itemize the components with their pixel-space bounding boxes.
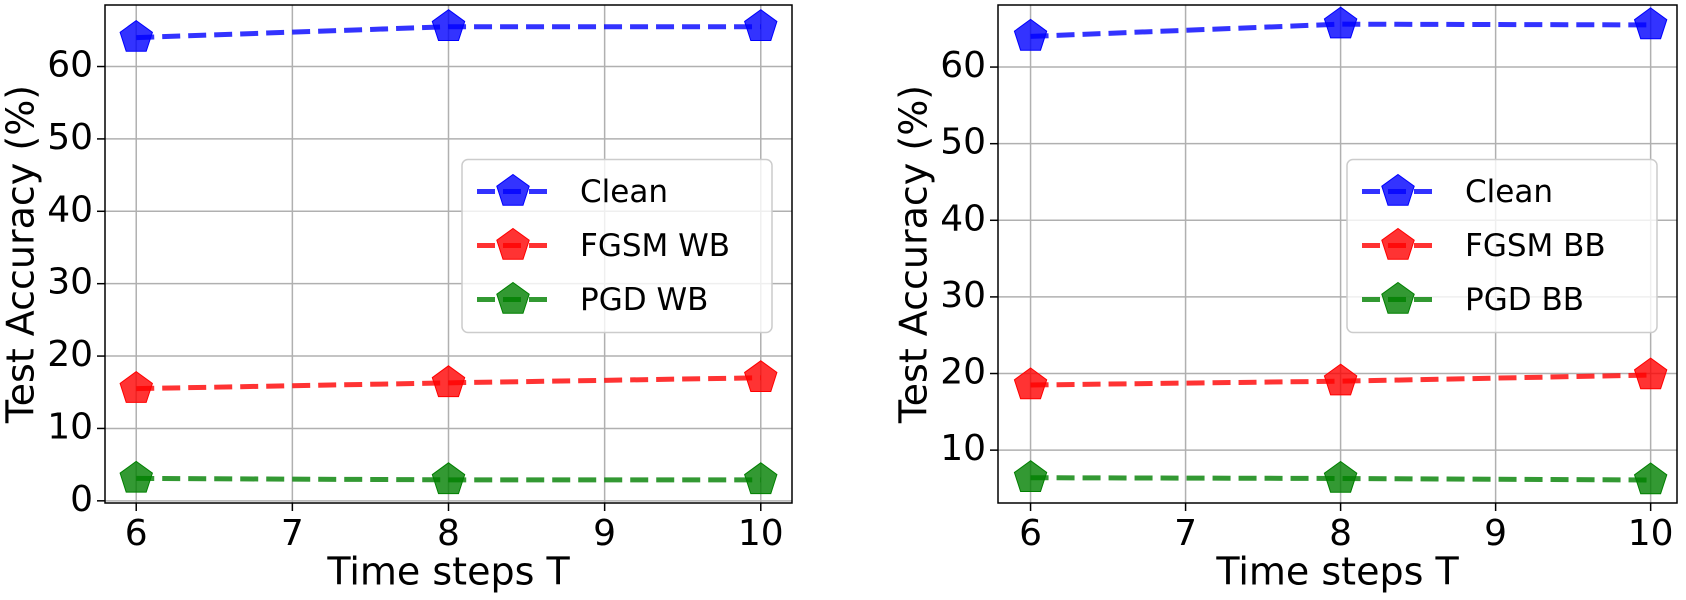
x-tick-label: 7 <box>281 513 304 554</box>
marker <box>1323 6 1358 39</box>
legend-box <box>461 158 773 334</box>
y-tick-label: 60 <box>940 45 986 86</box>
y-tick-label: 60 <box>47 45 93 86</box>
legend-label: PGD BB <box>1465 282 1584 318</box>
y-axis-label: Test Accuracy (%) <box>0 85 43 424</box>
y-tick-label: 20 <box>47 334 93 375</box>
marker <box>1323 363 1358 396</box>
x-axis-label: Time steps T <box>326 550 570 594</box>
x-tick-label: 8 <box>1329 513 1352 554</box>
marker <box>1013 18 1048 51</box>
y-tick-label: 10 <box>47 406 93 447</box>
marker <box>1013 367 1048 400</box>
marker <box>1323 460 1358 493</box>
y-tick-label: 30 <box>940 275 986 316</box>
marker <box>1633 357 1668 390</box>
x-tick-label: 6 <box>125 513 148 554</box>
marker <box>1013 460 1048 492</box>
y-tick-label: 50 <box>940 122 986 163</box>
x-tick-label: 9 <box>593 513 616 554</box>
legend-marker <box>496 227 530 260</box>
y-tick-label: 30 <box>47 262 93 303</box>
x-axis-label: Time steps T <box>1215 550 1459 594</box>
marker <box>119 19 153 52</box>
legend-marker <box>1381 173 1415 206</box>
marker <box>431 462 466 495</box>
y-tick-label: 50 <box>47 117 93 158</box>
x-tick-label: 10 <box>1628 513 1674 554</box>
plot-frame <box>104 4 793 504</box>
marker <box>431 365 466 398</box>
y-tick-label: 40 <box>940 198 986 239</box>
x-tick-label: 6 <box>1019 513 1042 554</box>
y-axis-label: Test Accuracy (%) <box>892 85 936 424</box>
plot-frame <box>997 4 1678 504</box>
y-tick-label: 40 <box>47 189 93 230</box>
x-tick-label: 8 <box>437 513 460 554</box>
x-tick-label: 7 <box>1174 513 1197 554</box>
legend-label: Clean <box>1465 174 1553 210</box>
legend-marker <box>496 281 530 314</box>
legend-label: PGD WB <box>580 282 708 318</box>
legend-label: FGSM BB <box>1465 228 1606 264</box>
y-tick-label: 0 <box>70 479 93 520</box>
legend-marker <box>1381 227 1415 260</box>
legend-label: FGSM WB <box>580 228 730 264</box>
legend-box <box>1346 158 1658 334</box>
x-tick-label: 10 <box>738 513 784 554</box>
marker <box>744 462 778 495</box>
legend-label: Clean <box>580 174 668 210</box>
marker <box>744 9 778 41</box>
legend-marker <box>496 173 530 206</box>
x-tick-label: 9 <box>1484 513 1507 554</box>
legend-marker <box>1381 281 1415 314</box>
y-tick-label: 20 <box>940 352 986 393</box>
marker <box>1633 7 1668 40</box>
marker <box>1633 462 1668 495</box>
marker <box>119 460 153 493</box>
marker <box>744 360 778 392</box>
marker <box>119 370 153 403</box>
y-tick-label: 10 <box>940 428 986 469</box>
marker <box>431 9 466 41</box>
